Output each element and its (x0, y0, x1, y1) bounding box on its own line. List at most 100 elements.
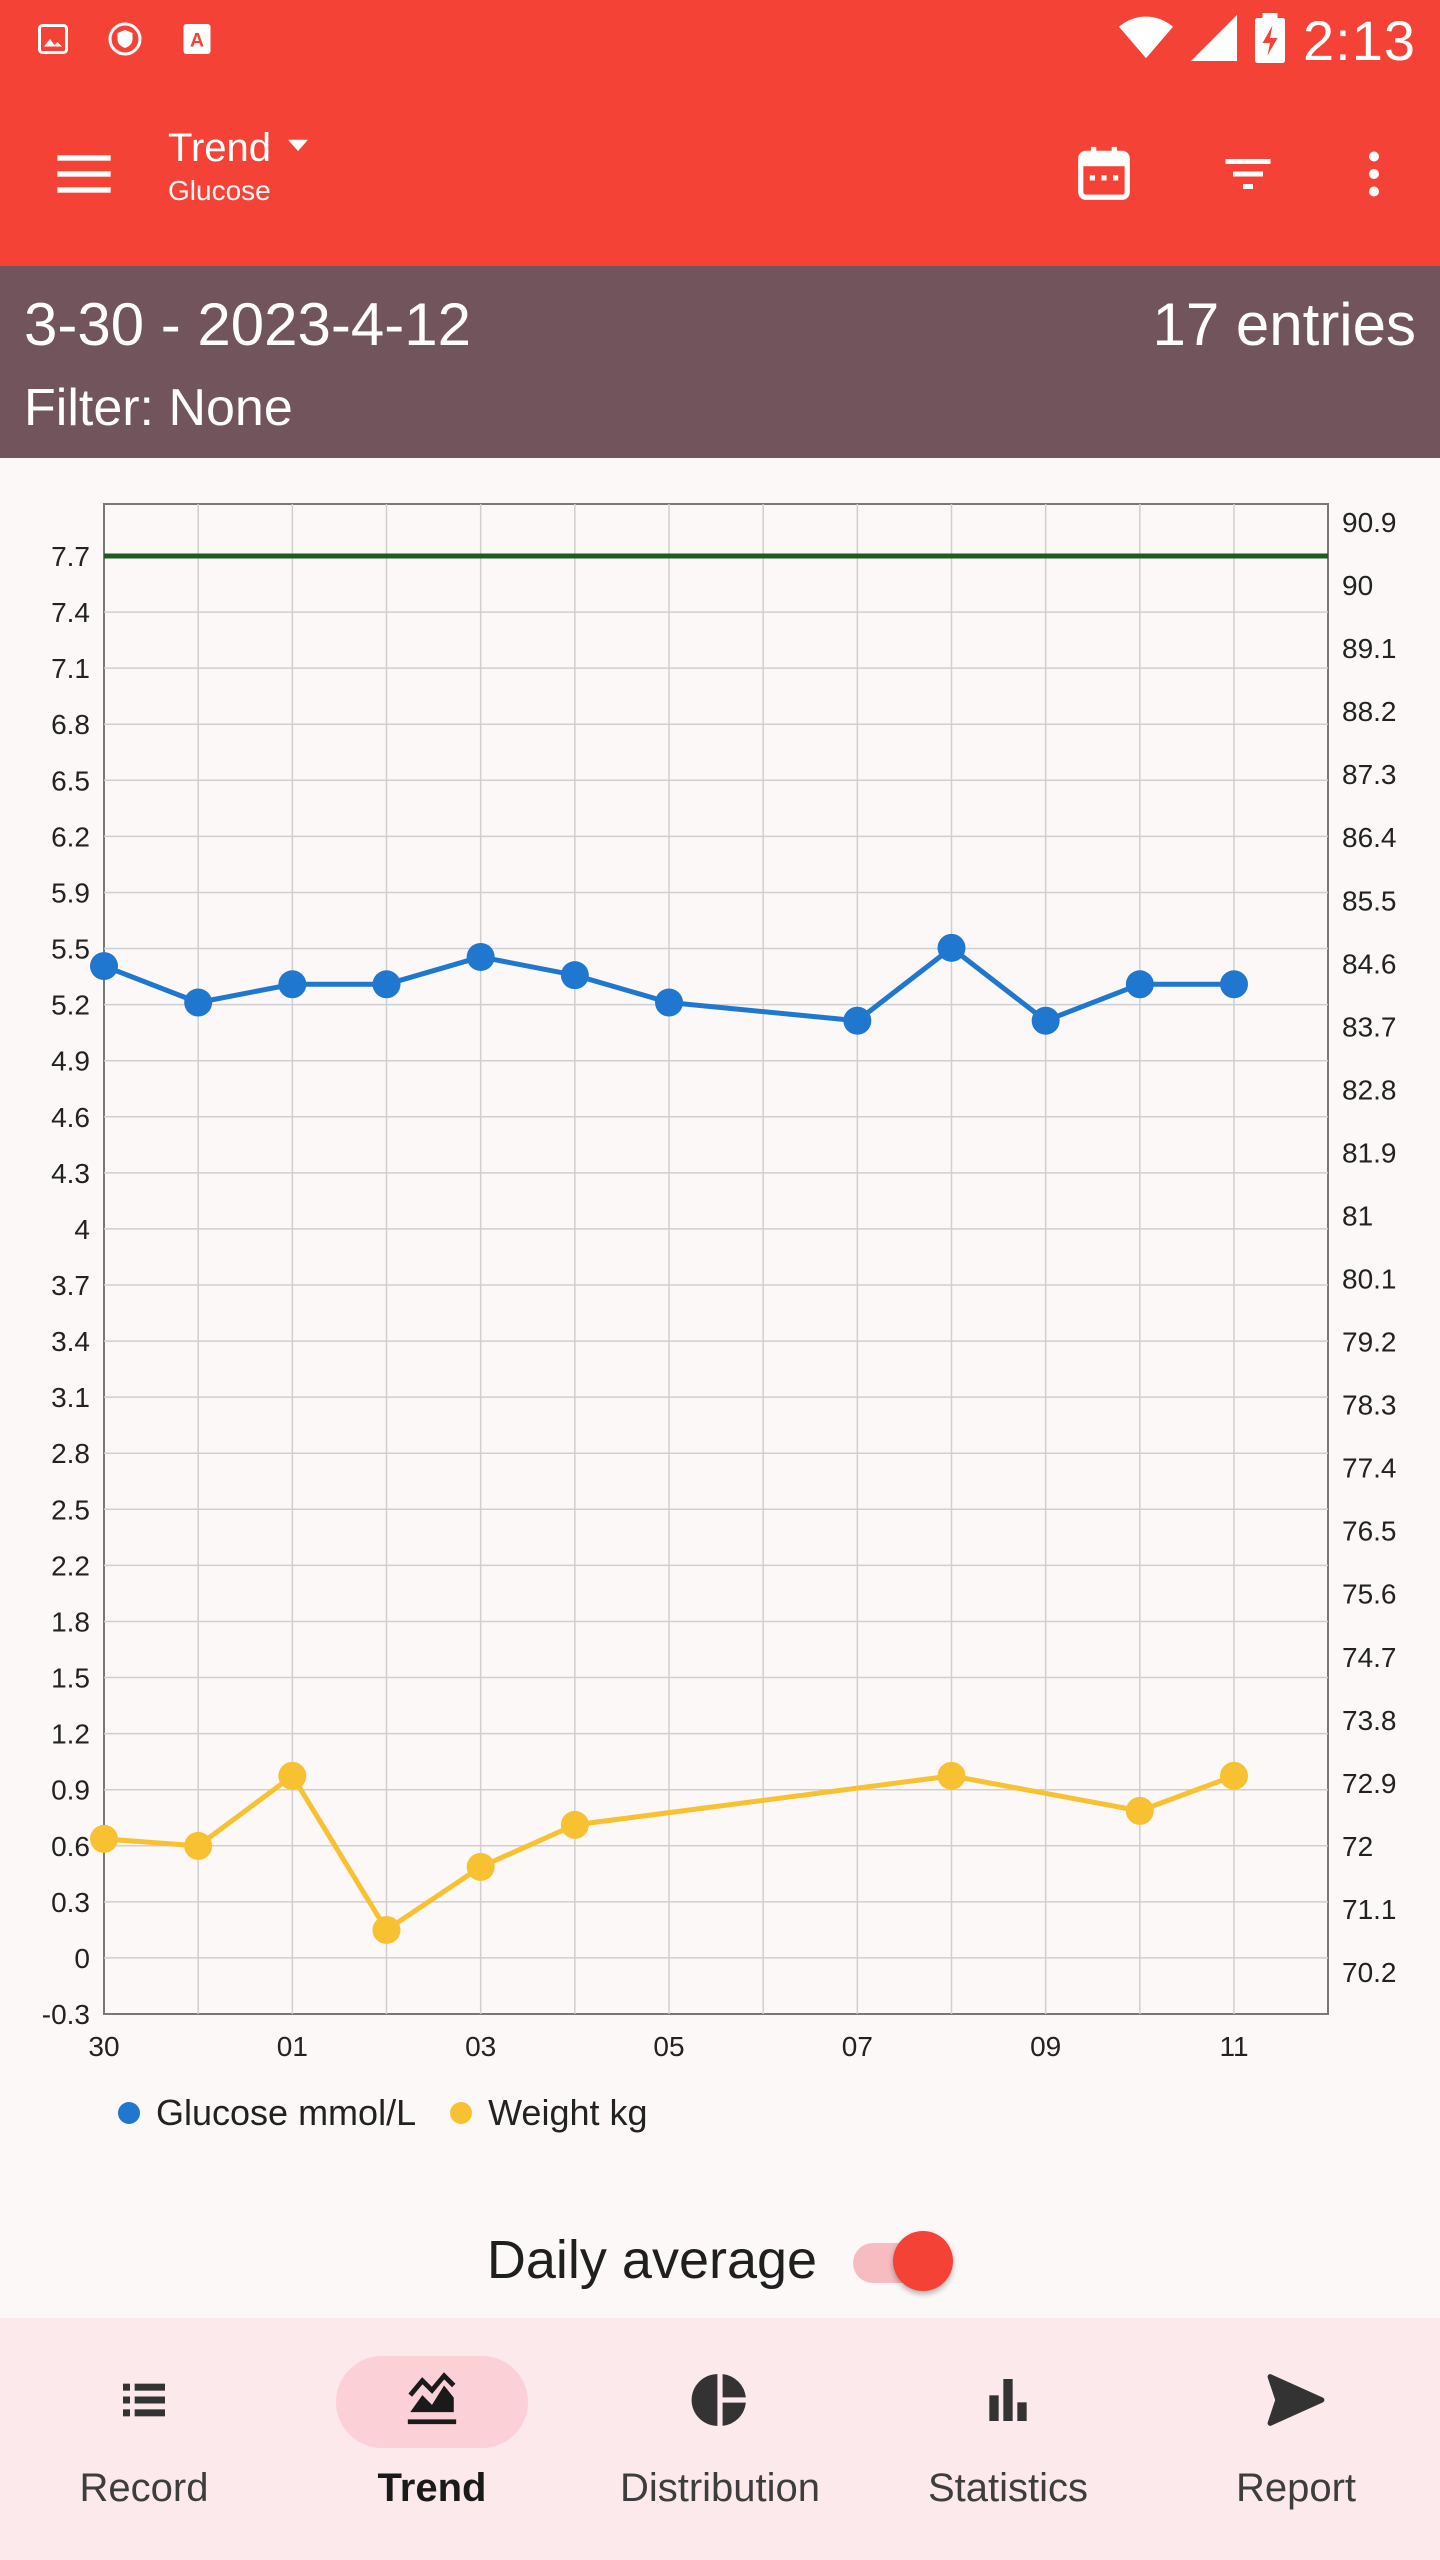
data-point-weight (937, 1761, 966, 1790)
data-point-glucose (90, 952, 118, 981)
y-right-tick-label: 83.7 (1342, 1011, 1397, 1042)
data-point-glucose (278, 970, 307, 999)
y-right-tick-label: 86.4 (1342, 822, 1397, 853)
y-left-tick-label: 4 (74, 1214, 90, 1245)
y-left-tick-label: 4.9 (51, 1046, 90, 1077)
page-title: Trend (168, 126, 272, 170)
nav-trend-pill (336, 2356, 528, 2448)
x-tick-label: 05 (653, 2031, 684, 2062)
y-left-tick-label: 0.6 (51, 1831, 90, 1862)
nav-report-label: Report (1235, 2466, 1357, 2510)
nav-record-pill (48, 2356, 240, 2448)
x-tick-label: 30 (88, 2031, 119, 2062)
filter-status[interactable]: Filter: None (24, 379, 293, 437)
y-right-tick-label: 70.2 (1342, 1957, 1397, 1988)
chart-legend: Glucose mmol/L Weight kg (118, 2092, 682, 2134)
data-point-glucose (372, 970, 401, 999)
nav-report[interactable]: Report (1152, 2356, 1440, 2546)
y-left-tick-label: 6.8 (51, 709, 90, 740)
data-point-glucose (184, 988, 213, 1017)
view-selector[interactable]: Trend Glucose (168, 126, 315, 207)
image-icon (34, 20, 72, 58)
nav-distribution[interactable]: Distribution (576, 2356, 864, 2546)
calendar-icon[interactable] (1066, 136, 1142, 212)
y-left-tick-label: 6.5 (51, 765, 90, 796)
send-icon (1265, 2369, 1327, 2436)
y-right-tick-label: 82.8 (1342, 1074, 1397, 1105)
pie-chart-icon (689, 2369, 751, 2436)
y-left-tick-label: 2.8 (51, 1438, 90, 1469)
y-right-tick-label: 72 (1342, 1831, 1373, 1862)
nav-record[interactable]: Record (0, 2356, 288, 2546)
data-point-glucose (1031, 1006, 1060, 1035)
y-right-tick-label: 74.7 (1342, 1642, 1397, 1673)
y-left-tick-label: 5.5 (51, 934, 90, 965)
y-right-tick-label: 80.1 (1342, 1264, 1397, 1295)
y-left-tick-label: 3.1 (51, 1382, 90, 1413)
more-vert-icon[interactable] (1336, 136, 1412, 212)
y-right-tick-label: 77.4 (1342, 1453, 1397, 1484)
info-bar: 3-30 - 2023-4-12 17 entries Filter: None (0, 266, 1440, 458)
data-point-weight (278, 1761, 307, 1790)
data-point-glucose (560, 961, 589, 990)
y-right-tick-label: 78.3 (1342, 1390, 1397, 1421)
y-left-tick-label: 2.5 (51, 1494, 90, 1525)
entries-count: 17 entries (1152, 291, 1417, 358)
trend-chart-area[interactable]: 7.7 7.4 7.1 6.8 6.5 6.2 5.9 5.5 5.2 4.9 4.6 4.3 4 3.7… (0, 458, 1440, 2318)
y-left-tick-label: 5.9 (51, 877, 90, 908)
nav-statistics[interactable]: Statistics (864, 2356, 1152, 2546)
series-line-glucose (103, 945, 1234, 1024)
wifi-icon (1119, 15, 1173, 66)
y-right-tick-label: 75.6 (1342, 1579, 1397, 1610)
plot-frame (103, 503, 1329, 2015)
y-left-tick-label: 1.5 (51, 1663, 90, 1694)
daily-average-label: Daily average (486, 2230, 818, 2290)
filter-icon[interactable] (1210, 136, 1286, 212)
data-point-weight (1125, 1796, 1154, 1825)
y-left-tick-label: 7.7 (51, 541, 90, 572)
y-left-tick-label: 7.4 (51, 597, 90, 628)
data-point-weight (466, 1852, 495, 1881)
trend-chart[interactable]: 7.7 7.4 7.1 6.8 6.5 6.2 5.9 5.5 5.2 4.9 4.6 4.3 4 3.7… (0, 458, 1440, 2078)
data-point-weight (1220, 1761, 1248, 1790)
y-right-tick-label: 88.2 (1342, 696, 1397, 727)
data-point-glucose (937, 933, 966, 962)
legend-label-weight: Weight kg (488, 2092, 648, 2133)
legend-item-glucose: Glucose mmol/L (118, 2092, 416, 2134)
x-tick-label: 09 (1030, 2031, 1061, 2062)
y-right-tick-label: 90 (1342, 570, 1373, 601)
data-point-weight (560, 1810, 589, 1839)
nav-trend-label: Trend (377, 2466, 487, 2510)
y-right-tick-label: 73.8 (1342, 1705, 1397, 1736)
y-left-tick-label: 3.7 (51, 1270, 90, 1301)
nav-trend[interactable]: Trend (288, 2356, 576, 2546)
x-tick-label: 07 (842, 2031, 873, 2062)
date-range[interactable]: 3-30 - 2023-4-12 (24, 291, 471, 358)
y-left-tick-label: 0.3 (51, 1887, 90, 1918)
daily-average-toggle[interactable] (853, 2231, 954, 2291)
trend-icon (403, 2371, 461, 2434)
y-right-tick-label: 87.3 (1342, 759, 1397, 790)
data-point-weight (90, 1824, 118, 1853)
y-left-tick-label: 7.1 (51, 653, 90, 684)
y-left-tick-label: 5.2 (51, 990, 90, 1021)
y-right-tick-label: 81 (1342, 1200, 1373, 1231)
y-right-tick-label: 79.2 (1342, 1327, 1397, 1358)
signal-icon (1191, 15, 1237, 66)
daily-average-row: Daily average (0, 2200, 1440, 2320)
y-right-tick-label: 89.1 (1342, 633, 1397, 664)
nav-record-label: Record (79, 2466, 209, 2510)
x-tick-label: 03 (465, 2031, 496, 2062)
y-left-tick-label: 6.2 (51, 821, 90, 852)
data-point-glucose (1220, 970, 1248, 999)
legend-item-weight: Weight kg (450, 2092, 648, 2134)
y-right-tick-label: 84.6 (1342, 948, 1397, 979)
y-right-tick-label: 71.1 (1342, 1894, 1397, 1925)
nav-statistics-pill (912, 2356, 1104, 2448)
data-point-glucose (1125, 970, 1154, 999)
status-time: 2:13 (1303, 9, 1416, 72)
y-left-tick-label: 4.6 (51, 1102, 90, 1133)
nav-statistics-label: Statistics (927, 2466, 1089, 2510)
y-left-tick-label: 1.8 (51, 1606, 90, 1637)
menu-icon[interactable] (52, 142, 116, 206)
